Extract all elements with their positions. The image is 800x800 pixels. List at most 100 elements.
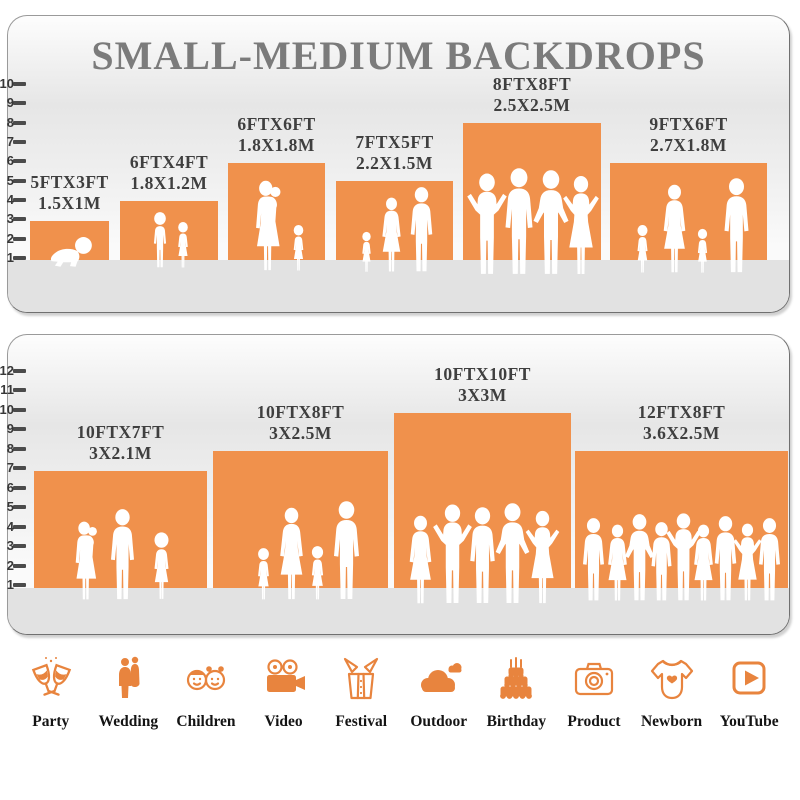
ruler-tick <box>13 256 26 260</box>
category-label: Festival <box>335 713 387 730</box>
category-outdoor: Outdoor <box>400 652 478 731</box>
ruler-number: 10 <box>0 76 14 91</box>
silhouette-crowd-9 <box>582 513 780 601</box>
bar-label: 10FTX8FT 3X2.5M <box>256 402 345 443</box>
bar-12x8: 12FTX8FT 3.6X2.5M <box>575 402 788 601</box>
ground-strip <box>8 260 789 312</box>
bar-label: 8FTX8FT 2.5X2.5M <box>492 74 572 115</box>
category-label: Video <box>264 713 303 730</box>
video-icon <box>266 659 305 692</box>
youtube-icon <box>732 661 766 695</box>
bar-label: 12FTX8FT 3.6X2.5M <box>637 402 726 443</box>
ruler-number: 1 <box>6 577 14 592</box>
category-newborn: Newborn <box>633 652 711 731</box>
bar-6x6: 6FTX6FT 1.8X1.8M <box>228 114 325 271</box>
ruler-number: 5 <box>6 173 14 188</box>
category-label: Children <box>176 713 236 730</box>
newborn-icon <box>650 659 693 700</box>
ruler-tick <box>13 388 26 392</box>
bar-6x4: 6FTX4FT 1.8X1.2M <box>120 152 218 268</box>
silhouette-family-3 <box>75 509 168 600</box>
category-video: Video <box>245 652 323 731</box>
bar-8x8: 8FTX8FT 2.5X2.5M <box>463 74 601 274</box>
ruler-tick <box>13 82 26 86</box>
silhouette-adults-5 <box>409 503 559 604</box>
ruler-number: 9 <box>6 95 14 110</box>
category-birthday: Birthday <box>478 652 556 731</box>
bar-label: 5FTX3FT 1.5X1M <box>30 172 109 213</box>
silhouette-family-4 <box>257 501 359 600</box>
bar-label: 7FTX5FT 2.2X1.5M <box>355 132 434 173</box>
silhouette-kids <box>153 212 188 268</box>
silhouette-mother-kids <box>255 180 303 271</box>
ruler-number: 2 <box>6 558 14 573</box>
party-icon <box>31 657 71 696</box>
ruler-number: 4 <box>6 192 14 207</box>
panel-background: 10FTX7FT 3X2.1M 10FTX8FT 3X2.5M <box>7 334 790 635</box>
ruler-number: 3 <box>6 538 14 553</box>
category-row: Party Wedding <box>12 652 788 731</box>
outdoor-icon <box>420 663 462 692</box>
category-label: Wedding <box>98 713 159 730</box>
ruler-number: 2 <box>6 231 14 246</box>
silhouette-baby <box>50 237 92 267</box>
ruler-number: 6 <box>6 153 14 168</box>
bar-label: 6FTX4FT 1.8X1.2M <box>129 152 209 193</box>
ruler-tick <box>13 583 26 587</box>
ruler-tick <box>13 369 26 373</box>
ruler-tick <box>13 217 26 221</box>
bar-7x5: 7FTX5FT 2.2X1.5M <box>336 132 453 272</box>
page-title: SMALL-MEDIUM BACKDROPS <box>91 33 706 78</box>
ruler-number: 7 <box>6 134 14 149</box>
bar-9x6: 9FTX6FT 2.7X1.8M <box>610 114 767 273</box>
category-product: Product <box>555 652 633 731</box>
children-icon <box>186 666 226 691</box>
category-youtube: YouTube <box>710 652 788 731</box>
ruler-number: 3 <box>6 211 14 226</box>
category-label: Newborn <box>640 713 703 730</box>
ruler-tick <box>13 505 26 509</box>
ruler-tick <box>13 544 26 548</box>
bar-label: 9FTX6FT 2.7X1.8M <box>649 114 728 155</box>
panel-small-backdrops: SMALL-MEDIUM BACKDROPS 5FTX3FT 1.5X1M 6FT… <box>0 15 790 313</box>
category-label: Party <box>32 713 70 730</box>
category-label: Product <box>567 713 621 730</box>
silhouette-adults-4 <box>467 168 599 274</box>
bar-10x8: 10FTX8FT 3X2.5M <box>213 402 388 600</box>
category-label: Birthday <box>486 713 547 730</box>
ruler-tick <box>13 121 26 125</box>
panel-medium-backdrops: 10FTX7FT 3X2.1M 10FTX8FT 3X2.5M <box>0 334 790 635</box>
ruler-tick <box>13 408 26 412</box>
ruler-number: 1 <box>6 250 14 265</box>
category-label: Outdoor <box>410 713 468 730</box>
silhouette-family-4 <box>637 178 748 273</box>
ruler-tick <box>13 486 26 490</box>
ruler-tick <box>13 159 26 163</box>
bar-5x3: 5FTX3FT 1.5X1M <box>30 172 109 267</box>
ruler-number: 12 <box>0 363 14 378</box>
category-children: Children <box>167 652 245 731</box>
ruler-tick <box>13 179 26 183</box>
ruler-number: 8 <box>6 115 14 130</box>
product-icon <box>574 662 614 696</box>
ruler-number: 5 <box>6 499 14 514</box>
festival-icon <box>344 657 379 700</box>
bar-label: 10FTX7FT 3X2.1M <box>76 422 165 463</box>
ruler-number: 10 <box>0 402 14 417</box>
ruler-tick <box>13 564 26 568</box>
ruler-number: 8 <box>6 441 14 456</box>
silhouette-family-3 <box>361 187 432 272</box>
ruler-tick <box>13 525 26 529</box>
wedding-icon <box>119 656 140 698</box>
bar-label: 10FTX10FT 3X3M <box>434 364 531 405</box>
ruler-number: 4 <box>6 519 14 534</box>
ruler-tick <box>13 427 26 431</box>
ruler-number: 9 <box>6 421 14 436</box>
ruler-tick <box>13 140 26 144</box>
ruler-tick <box>13 447 26 451</box>
ruler-tick <box>13 198 26 202</box>
ruler-tick <box>13 101 26 105</box>
ruler-number: 7 <box>6 460 14 475</box>
category-label: YouTube <box>719 713 779 730</box>
birthday-icon <box>500 657 533 699</box>
